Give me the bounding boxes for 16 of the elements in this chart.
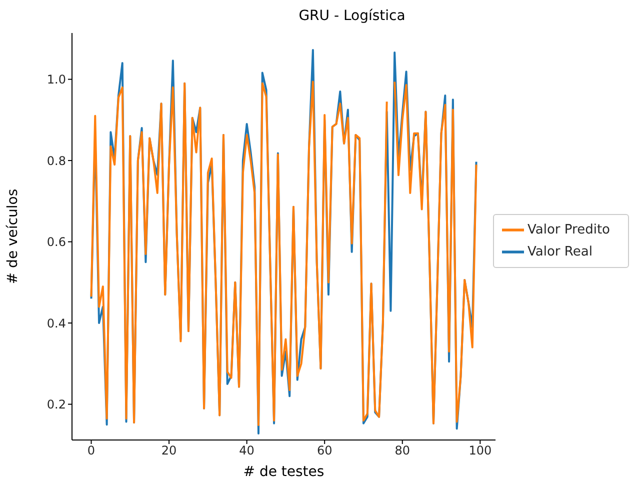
x-tick-label: 60	[316, 444, 332, 458]
x-tick-label: 80	[394, 444, 410, 458]
y-tick-label: 0.4	[46, 316, 66, 330]
x-tick-label: 40	[239, 444, 254, 458]
x-tick-label: 20	[161, 444, 177, 458]
y-tick-label: 0.8	[46, 154, 66, 168]
x-tick-label: 0	[87, 444, 96, 458]
y-tick-label: 0.6	[46, 235, 66, 250]
legend-label: Valor Predito	[528, 222, 610, 238]
legend-label: Valor Real	[528, 244, 592, 260]
x-tick-label: 100	[468, 444, 492, 458]
x-axis-title: # de testes	[243, 464, 324, 480]
chart-title: GRU - Logística	[298, 8, 406, 24]
y-axis-title: # de veículos	[4, 188, 21, 284]
y-tick-label: 1.0	[46, 72, 66, 87]
y-tick-label: 0.2	[46, 398, 66, 412]
